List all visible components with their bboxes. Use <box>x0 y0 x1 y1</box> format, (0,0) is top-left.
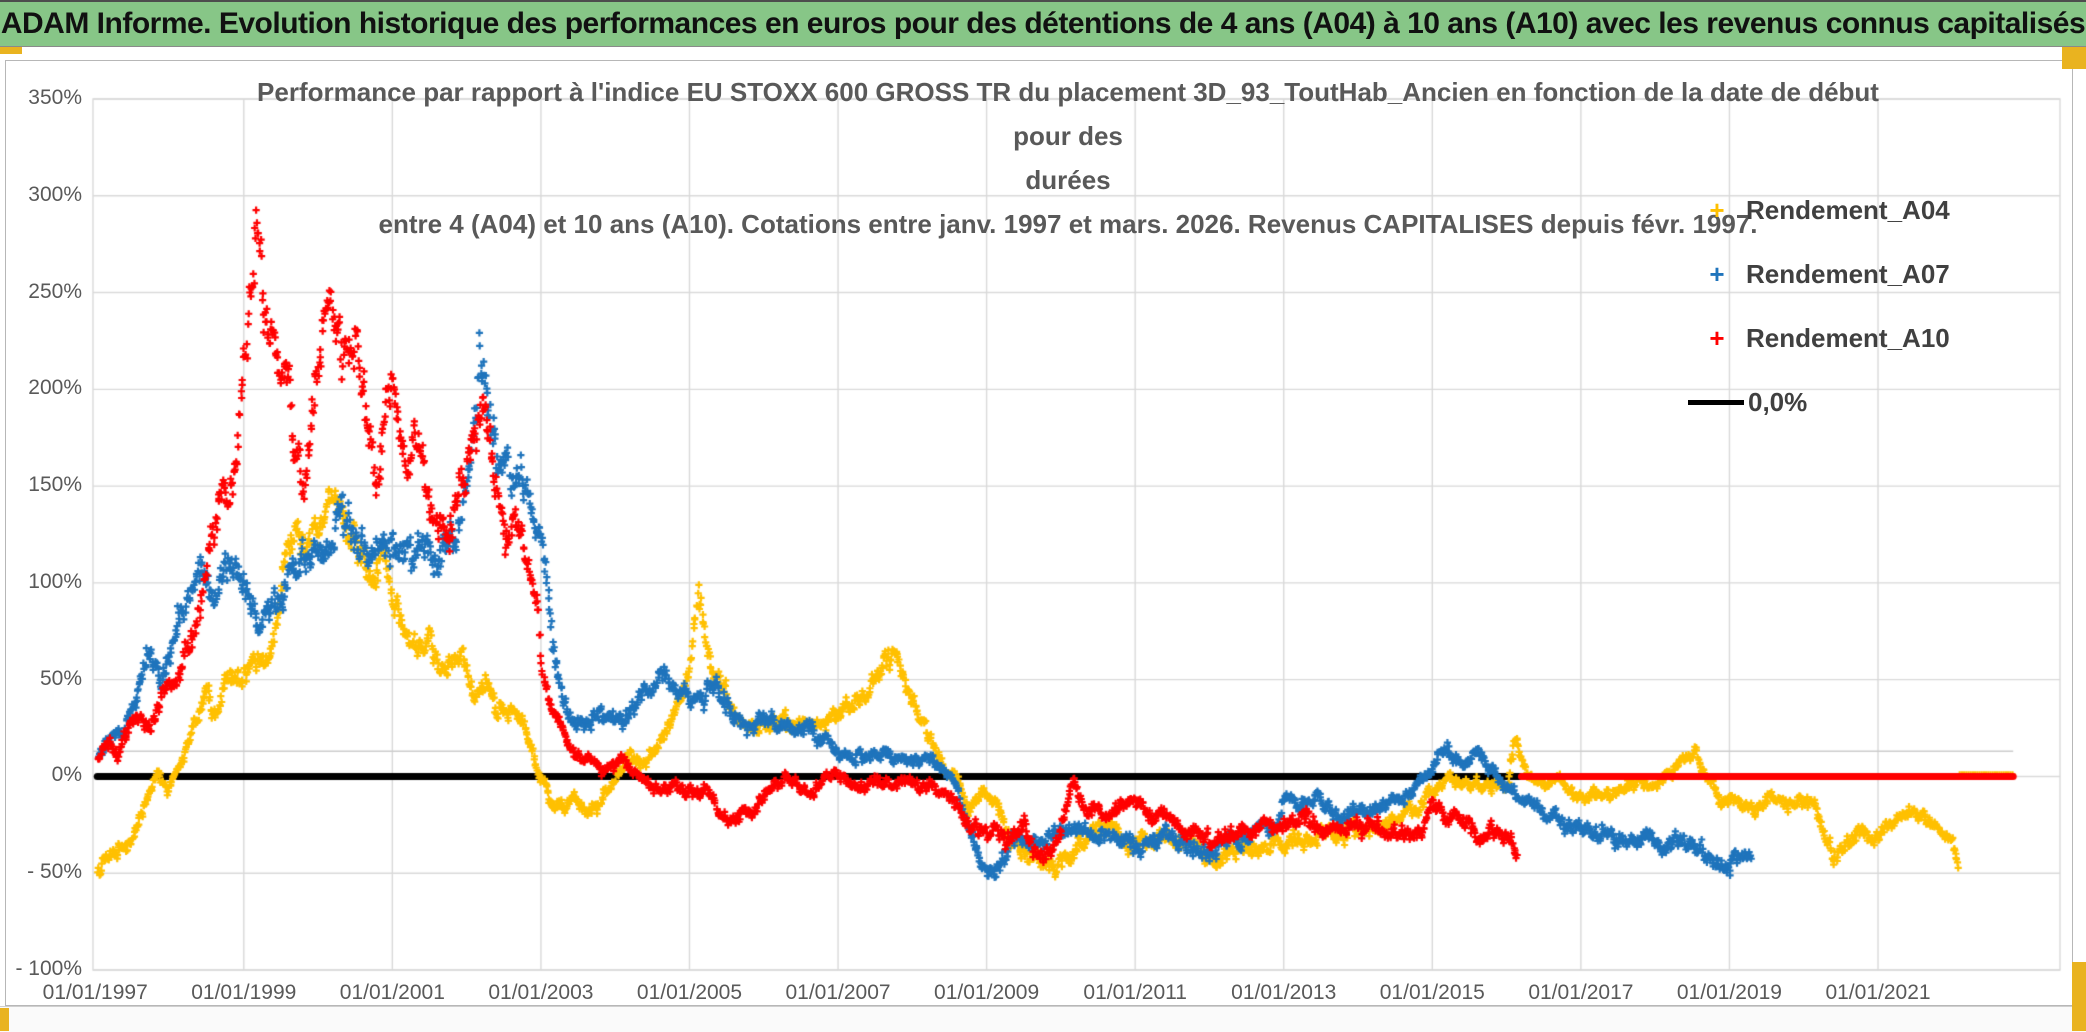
chart-title: Performance par rapport à l'indice EU ST… <box>243 70 1893 246</box>
plus-marker-icon: + <box>1709 258 1725 289</box>
x-tick-label: 01/01/2007 <box>785 981 891 1004</box>
y-tick-label: 300% <box>28 182 82 206</box>
x-tick-label: 01/01/2017 <box>1528 981 1634 1004</box>
x-tick-label: 01/01/2013 <box>1231 981 1337 1004</box>
x-tick-label: 01/01/2019 <box>1676 981 1782 1004</box>
legend-label: Rendement_A07 <box>1746 258 1950 289</box>
x-tick-label: 01/01/2003 <box>488 981 594 1004</box>
x-tick-label: 01/01/1997 <box>42 981 148 1004</box>
gold-accent-top-right <box>2062 47 2086 69</box>
legend-label: Rendement_A04 <box>1746 194 1950 225</box>
y-tick-label: 350% <box>28 86 82 109</box>
legend-label: 0,0% <box>1748 386 1808 417</box>
x-tick-label: 01/01/2011 <box>1083 981 1187 1004</box>
legend-label: Rendement_A10 <box>1746 322 1950 353</box>
x-tick-label: 01/01/2015 <box>1379 981 1485 1004</box>
gold-accent-top-left <box>0 47 22 54</box>
zero-line-icon <box>1688 399 1744 405</box>
y-tick-label: 150% <box>28 473 82 497</box>
x-tick-label: 01/01/2001 <box>339 981 445 1004</box>
chart-title-line-3: entre 4 (A04) et 10 ans (A10). Cotations… <box>378 209 1758 239</box>
x-tick-label: 01/01/2009 <box>934 981 1040 1004</box>
y-tick-label: 50% <box>39 666 82 690</box>
y-tick-label: 100% <box>28 569 82 593</box>
y-tick-label: - 100% <box>15 957 82 980</box>
x-tick-label: 01/01/2005 <box>636 981 743 1004</box>
banner: ADAM Informe. Evolution historique des p… <box>0 0 2086 47</box>
gold-accent-bottom-right <box>2072 962 2086 1031</box>
x-tick-label: 01/01/2021 <box>1825 981 1931 1004</box>
plus-marker-icon: + <box>1709 194 1725 225</box>
legend-item-Rendement_A07: + Rendement_A07 <box>1688 242 1950 306</box>
y-tick-label: 0% <box>51 763 82 787</box>
y-tick-label: - 50% <box>27 860 82 884</box>
y-tick-label: 250% <box>28 279 82 303</box>
chart-title-line-1: Performance par rapport à l'indice EU ST… <box>257 77 1879 151</box>
legend-item-zero-line: 0,0% <box>1688 370 1950 434</box>
legend-item-Rendement_A04: + Rendement_A04 <box>1688 178 1950 242</box>
legend: + Rendement_A04 + Rendement_A07 + Rendement_A… <box>1688 178 1950 434</box>
chart-title-line-2: durées <box>1025 165 1111 195</box>
gold-accent-bottom-left <box>0 1008 9 1031</box>
legend-item-Rendement_A10: + Rendement_A10 <box>1688 306 1950 370</box>
y-tick-label: 200% <box>28 376 82 400</box>
banner-title: ADAM Informe. Evolution historique des p… <box>0 7 2086 40</box>
plus-marker-icon: + <box>1709 322 1725 353</box>
x-tick-label: 01/01/1999 <box>191 981 297 1004</box>
